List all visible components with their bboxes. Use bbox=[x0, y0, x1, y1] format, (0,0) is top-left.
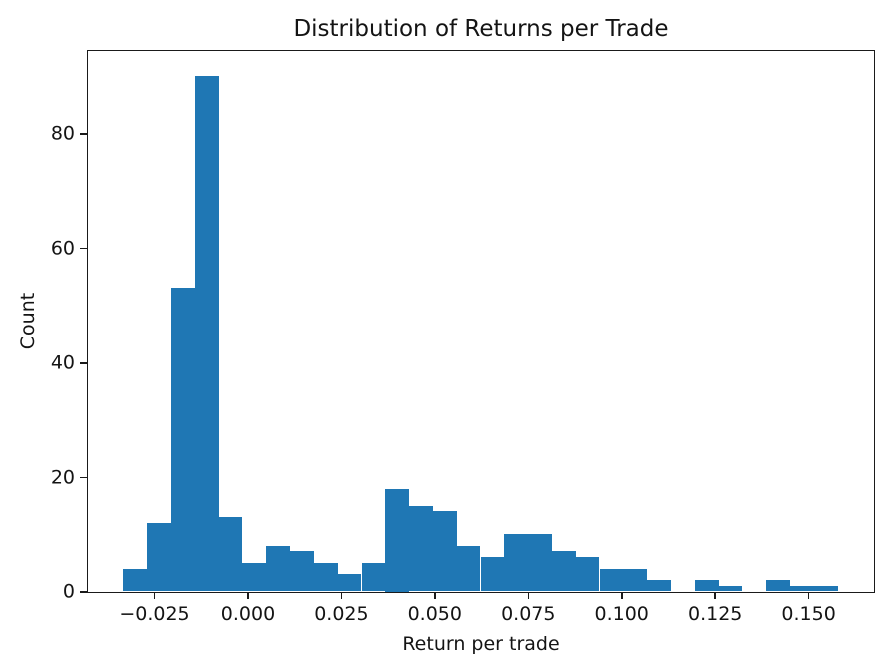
histogram-bar bbox=[766, 580, 790, 592]
x-tick-label: 0.100 bbox=[594, 603, 649, 625]
x-tick-mark bbox=[153, 592, 156, 599]
histogram-bar bbox=[385, 488, 410, 592]
x-tick-label: −0.025 bbox=[119, 603, 190, 625]
histogram-bar bbox=[361, 562, 386, 592]
histogram-bar bbox=[337, 574, 362, 592]
y-tick-label: 60 bbox=[50, 237, 75, 260]
histogram-bar bbox=[266, 545, 290, 592]
y-axis-label: Count bbox=[17, 292, 39, 350]
histogram-bar bbox=[551, 551, 576, 592]
x-tick-label: 0.000 bbox=[220, 603, 276, 625]
y-tick-mark bbox=[79, 591, 87, 593]
x-tick-mark bbox=[434, 592, 436, 599]
histogram-bar bbox=[623, 568, 648, 592]
y-tick-mark bbox=[79, 362, 87, 364]
y-tick-label: 0 bbox=[62, 580, 75, 603]
histogram-bar bbox=[528, 534, 552, 592]
histogram-bar bbox=[575, 557, 600, 592]
x-tick-label: 0.125 bbox=[687, 603, 743, 625]
histogram-bar bbox=[790, 585, 814, 592]
y-tick-mark bbox=[79, 476, 87, 479]
histogram-bar bbox=[504, 534, 529, 592]
x-tick-mark bbox=[621, 592, 623, 599]
chart-title: Distribution of Returns per Trade bbox=[293, 16, 669, 42]
x-tick-mark bbox=[807, 592, 810, 599]
histogram-bar bbox=[718, 585, 743, 592]
plot-area bbox=[86, 49, 875, 593]
histogram-bar bbox=[242, 562, 267, 592]
histogram-bar bbox=[432, 511, 457, 592]
histogram-bar bbox=[694, 580, 719, 592]
y-tick-mark bbox=[79, 133, 87, 135]
x-tick-mark bbox=[340, 592, 343, 599]
histogram-bar bbox=[409, 505, 433, 592]
x-tick-label: 0.075 bbox=[501, 603, 556, 625]
histogram-bar bbox=[194, 76, 219, 592]
histogram-bar bbox=[290, 551, 314, 592]
x-tick-label: 0.050 bbox=[407, 603, 462, 625]
x-tick-mark bbox=[714, 592, 716, 599]
y-tick-label: 80 bbox=[50, 122, 75, 145]
histogram-bar bbox=[171, 288, 195, 592]
x-axis-label: Return per trade bbox=[402, 633, 560, 655]
x-tick-label: 0.025 bbox=[314, 603, 369, 625]
histogram-bar bbox=[123, 568, 148, 592]
histogram-bar bbox=[599, 568, 624, 592]
histogram-bar bbox=[647, 580, 671, 592]
y-tick-label: 20 bbox=[50, 466, 75, 489]
histogram-bar bbox=[218, 517, 243, 592]
x-tick-label: 0.150 bbox=[781, 603, 836, 625]
histogram-bar bbox=[456, 545, 481, 592]
x-tick-mark bbox=[527, 592, 529, 599]
x-tick-mark bbox=[247, 592, 249, 599]
histogram-bar bbox=[813, 585, 838, 592]
histogram-bar bbox=[480, 557, 505, 592]
y-tick-mark bbox=[79, 247, 87, 250]
histogram-bar bbox=[147, 522, 171, 592]
histogram-bar bbox=[313, 562, 338, 592]
y-tick-label: 40 bbox=[50, 351, 75, 374]
